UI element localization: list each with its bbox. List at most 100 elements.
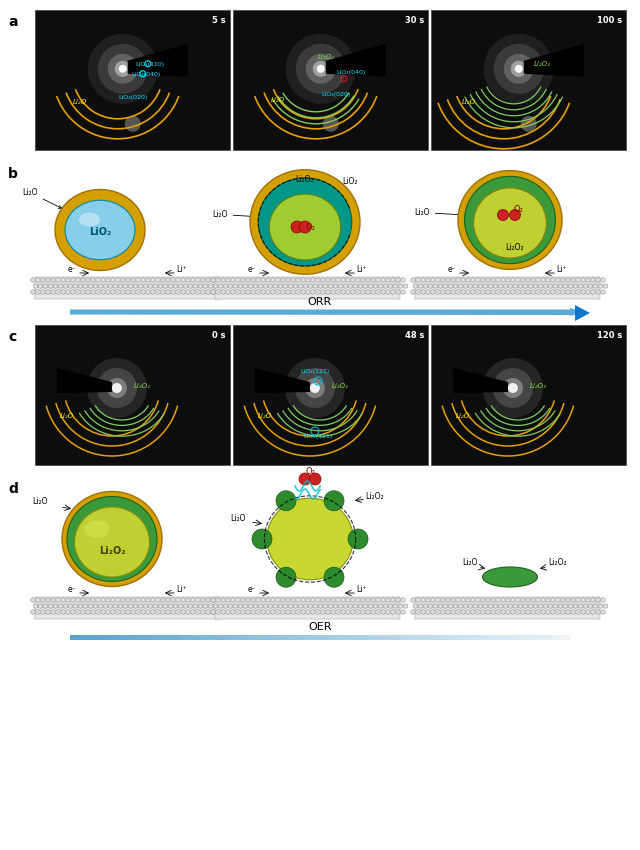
Circle shape	[504, 54, 534, 84]
FancyBboxPatch shape	[230, 635, 240, 640]
Circle shape	[88, 34, 157, 104]
FancyBboxPatch shape	[490, 310, 500, 315]
Text: Li⁺: Li⁺	[356, 585, 367, 594]
FancyBboxPatch shape	[220, 310, 230, 315]
Ellipse shape	[65, 201, 135, 260]
Circle shape	[503, 378, 523, 398]
Circle shape	[310, 383, 320, 393]
Ellipse shape	[474, 188, 547, 258]
FancyBboxPatch shape	[250, 310, 260, 315]
FancyBboxPatch shape	[431, 10, 626, 150]
FancyBboxPatch shape	[200, 635, 210, 640]
Circle shape	[291, 221, 303, 233]
FancyBboxPatch shape	[230, 310, 240, 315]
FancyBboxPatch shape	[180, 310, 190, 315]
Text: LiO₂(020): LiO₂(020)	[321, 92, 350, 97]
Ellipse shape	[62, 491, 162, 586]
FancyBboxPatch shape	[90, 310, 100, 315]
Text: Li₂O: Li₂O	[212, 210, 259, 219]
FancyBboxPatch shape	[550, 635, 560, 640]
Text: LiO₂(110): LiO₂(110)	[135, 62, 164, 67]
FancyBboxPatch shape	[470, 310, 480, 315]
Text: LiO₂: LiO₂	[89, 227, 111, 237]
Text: Li₂O: Li₂O	[22, 188, 61, 208]
Polygon shape	[524, 44, 584, 76]
FancyBboxPatch shape	[540, 310, 550, 315]
FancyBboxPatch shape	[260, 310, 270, 315]
FancyBboxPatch shape	[170, 635, 180, 640]
FancyBboxPatch shape	[70, 310, 80, 315]
Text: 48 s: 48 s	[404, 331, 424, 340]
FancyBboxPatch shape	[130, 310, 140, 315]
Text: OER: OER	[308, 622, 332, 632]
FancyBboxPatch shape	[460, 635, 470, 640]
FancyBboxPatch shape	[450, 310, 460, 315]
FancyBboxPatch shape	[510, 310, 520, 315]
Circle shape	[323, 116, 339, 132]
FancyBboxPatch shape	[340, 310, 350, 315]
Circle shape	[276, 490, 296, 511]
FancyBboxPatch shape	[250, 635, 260, 640]
FancyBboxPatch shape	[460, 310, 470, 315]
Circle shape	[509, 209, 520, 220]
FancyBboxPatch shape	[480, 635, 490, 640]
FancyBboxPatch shape	[170, 310, 180, 315]
Text: Li₂O: Li₂O	[73, 99, 87, 105]
FancyBboxPatch shape	[440, 310, 450, 315]
FancyBboxPatch shape	[80, 635, 90, 640]
FancyBboxPatch shape	[220, 635, 230, 640]
FancyBboxPatch shape	[500, 635, 510, 640]
Circle shape	[483, 358, 543, 418]
FancyBboxPatch shape	[120, 635, 130, 640]
Text: O₂: O₂	[305, 223, 315, 232]
FancyBboxPatch shape	[500, 310, 510, 315]
FancyBboxPatch shape	[80, 310, 90, 315]
Text: Li₂O₂: Li₂O₂	[506, 243, 524, 252]
Text: Li₂O₂: Li₂O₂	[134, 383, 150, 389]
Text: 5 s: 5 s	[212, 16, 226, 25]
Text: a: a	[8, 15, 17, 29]
FancyBboxPatch shape	[300, 635, 310, 640]
Text: Li₂O₂: Li₂O₂	[548, 558, 567, 567]
Text: Li⁺: Li⁺	[177, 265, 188, 274]
FancyBboxPatch shape	[430, 635, 440, 640]
Circle shape	[324, 490, 344, 511]
Circle shape	[296, 44, 346, 94]
FancyBboxPatch shape	[380, 635, 390, 640]
FancyBboxPatch shape	[320, 635, 330, 640]
Text: e⁻: e⁻	[68, 265, 76, 274]
FancyBboxPatch shape	[300, 310, 310, 315]
FancyBboxPatch shape	[210, 310, 220, 315]
Text: LiO₂(121̄): LiO₂(121̄)	[300, 369, 330, 374]
FancyBboxPatch shape	[400, 635, 410, 640]
Circle shape	[313, 61, 329, 76]
Text: LiO₂(040): LiO₂(040)	[336, 70, 365, 75]
FancyBboxPatch shape	[431, 325, 626, 465]
Circle shape	[97, 368, 137, 408]
FancyBboxPatch shape	[35, 325, 230, 465]
FancyBboxPatch shape	[560, 635, 570, 640]
Text: Li₂O: Li₂O	[414, 208, 461, 217]
Text: Li⁺: Li⁺	[177, 585, 188, 594]
Text: LiO₂: LiO₂	[342, 177, 358, 186]
Polygon shape	[57, 368, 112, 393]
FancyBboxPatch shape	[550, 310, 560, 315]
FancyBboxPatch shape	[280, 310, 290, 315]
FancyBboxPatch shape	[160, 635, 170, 640]
Circle shape	[305, 378, 325, 398]
FancyBboxPatch shape	[100, 635, 110, 640]
FancyBboxPatch shape	[330, 310, 340, 315]
Circle shape	[306, 54, 336, 84]
Ellipse shape	[79, 212, 100, 226]
FancyBboxPatch shape	[410, 635, 420, 640]
Text: Li₂O₂: Li₂O₂	[533, 61, 550, 67]
Text: b: b	[8, 167, 18, 181]
FancyBboxPatch shape	[350, 310, 360, 315]
Text: Li₂O₂: Li₂O₂	[99, 546, 125, 556]
Text: e⁻: e⁻	[248, 265, 256, 274]
Circle shape	[108, 54, 138, 84]
FancyBboxPatch shape	[360, 635, 370, 640]
Circle shape	[484, 34, 554, 104]
Text: d: d	[8, 482, 18, 496]
FancyBboxPatch shape	[240, 310, 250, 315]
